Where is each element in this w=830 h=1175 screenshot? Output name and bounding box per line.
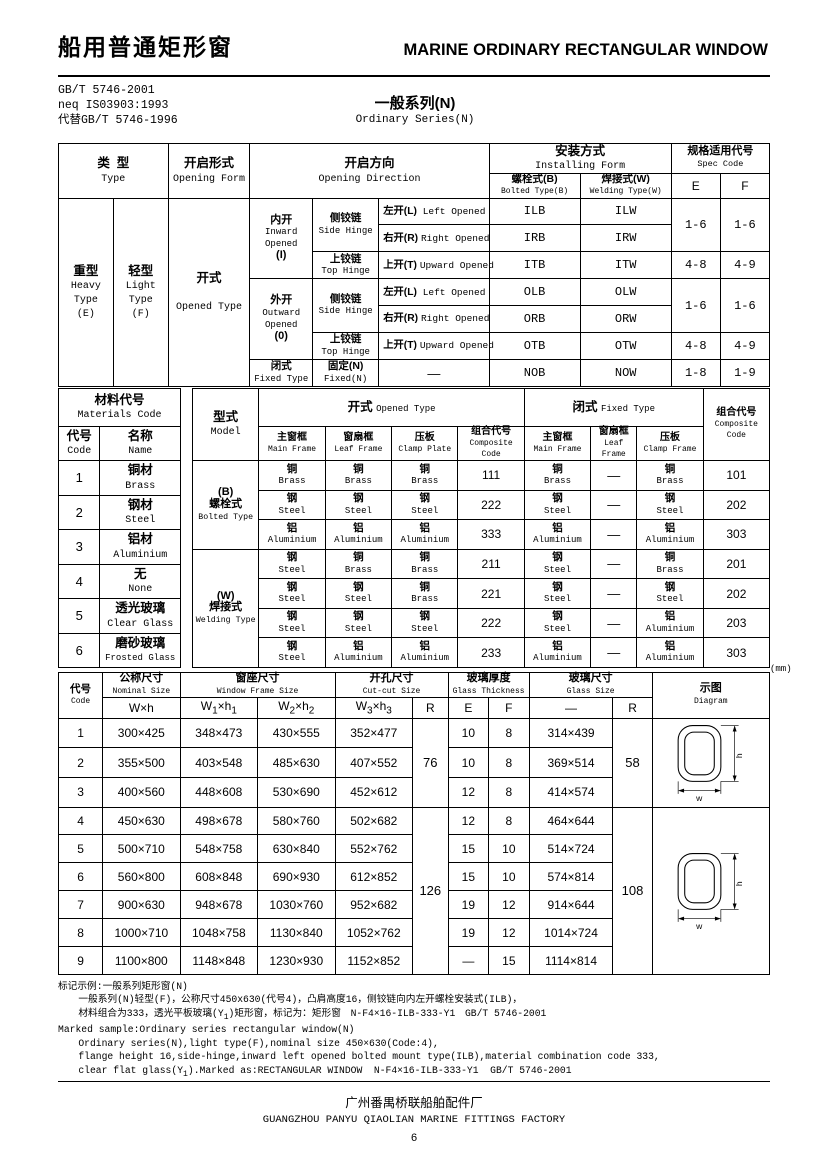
svg-text:w: w [695,793,703,803]
svg-text:h: h [734,753,744,758]
svg-text:h: h [734,881,744,886]
svg-text:w: w [695,921,703,931]
